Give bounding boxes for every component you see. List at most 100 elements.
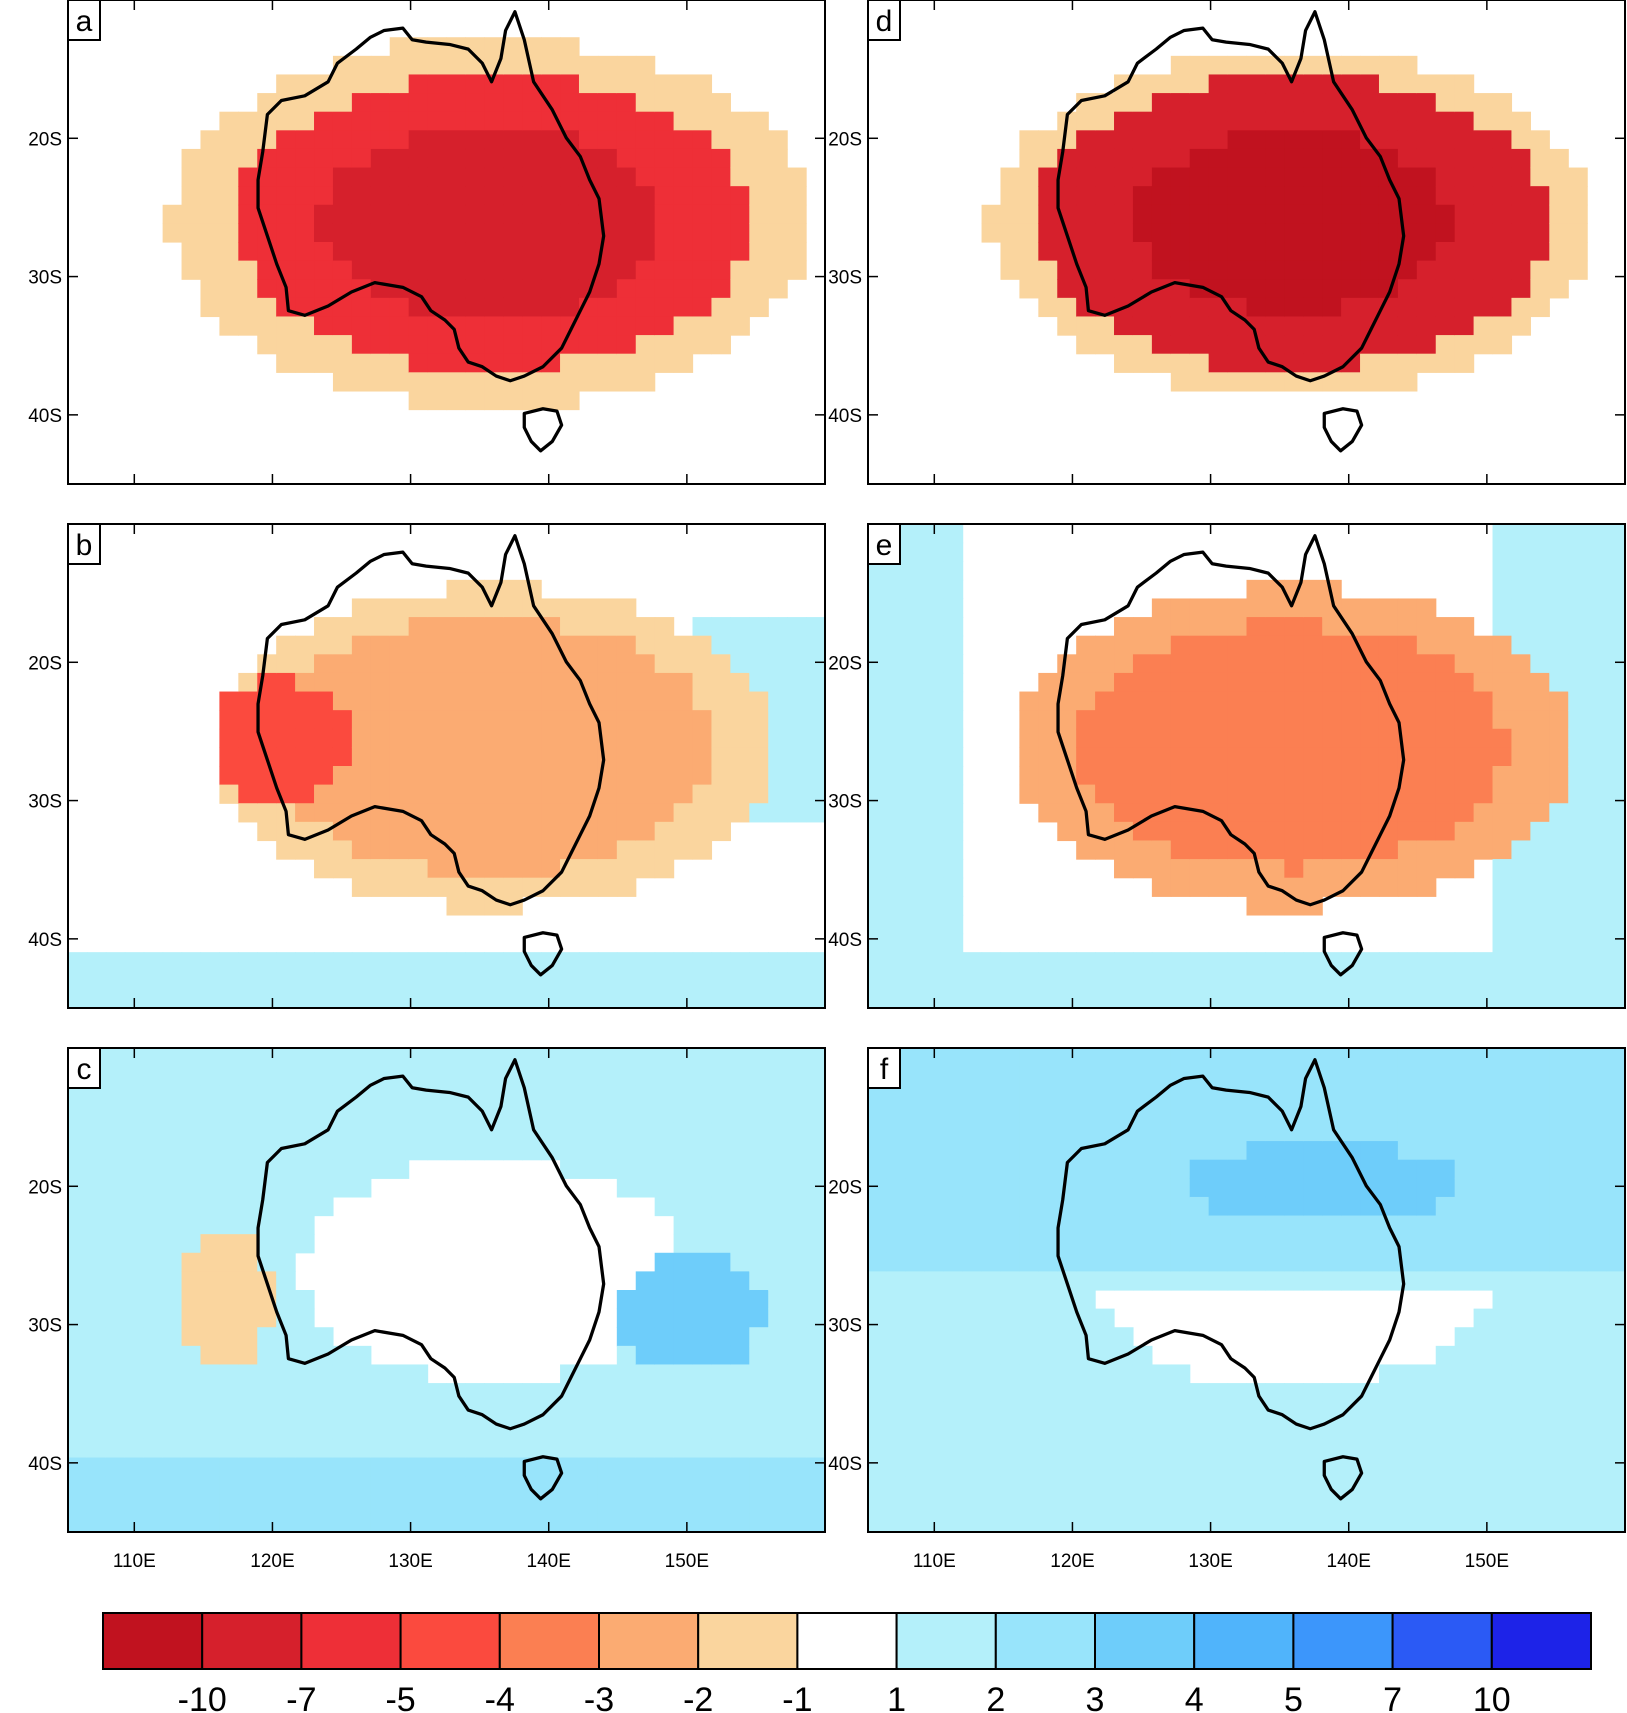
grid-cell: [1189, 1178, 1210, 1198]
grid-cell: [1303, 316, 1323, 336]
grid-cell: [943, 1383, 964, 1403]
grid-cell: [162, 1122, 183, 1142]
grid-cell: [541, 372, 561, 392]
grid-cell: [257, 1048, 277, 1068]
grid-cell: [905, 1438, 926, 1459]
grid-cell: [295, 1438, 315, 1459]
grid-cell: [522, 372, 542, 392]
grid-cell: [1189, 130, 1210, 150]
grid-cell: [295, 691, 315, 711]
grid-cell: [1076, 840, 1096, 860]
grid-cell: [905, 728, 926, 748]
grid-cell: [238, 1420, 258, 1440]
grid-cell: [295, 840, 315, 860]
grid-cell: [711, 242, 731, 262]
grid-cell: [1511, 561, 1531, 581]
grid-cell: [1227, 372, 1248, 392]
grid-cell: [1322, 821, 1342, 842]
grid-cell: [1360, 223, 1380, 243]
grid-cell: [654, 335, 675, 355]
grid-cell: [1435, 1345, 1456, 1366]
grid-cell: [1265, 710, 1285, 730]
grid-cell: [162, 952, 183, 972]
grid-cell: [1170, 1271, 1191, 1291]
grid-cell: [1246, 970, 1267, 990]
grid-cell: [597, 1494, 618, 1514]
grid-cell: [522, 654, 542, 674]
grid-cell: [943, 654, 964, 674]
grid-cell: [768, 260, 788, 280]
grid-cell: [1416, 148, 1437, 169]
grid-cell: [1057, 1476, 1077, 1496]
grid-cell: [1076, 728, 1096, 748]
grid-cell: [1511, 279, 1531, 299]
grid-cell: [768, 1290, 788, 1310]
grid-cell: [257, 1215, 277, 1235]
grid-cell: [1095, 1308, 1115, 1328]
grid-cell: [1397, 260, 1418, 280]
grid-cell: [314, 1513, 334, 1532]
grid-cell: [1019, 728, 1039, 748]
grid-cell: [1132, 1066, 1153, 1086]
grid-cell: [597, 148, 618, 169]
grid-cell: [1303, 989, 1323, 1008]
grid-cell: [427, 1457, 448, 1477]
grid-cell: [1492, 1234, 1513, 1254]
grid-cell: [1246, 1252, 1267, 1272]
grid-cell: [1606, 561, 1625, 581]
grid-cell: [1095, 130, 1115, 150]
grid-cell: [1151, 148, 1172, 169]
grid-cell: [1265, 1438, 1285, 1459]
grid-cell: [1019, 1513, 1039, 1532]
grid-cell: [1606, 1420, 1625, 1440]
grid-cell: [749, 1476, 769, 1496]
grid-cell: [465, 1476, 485, 1496]
grid-cell: [389, 55, 410, 76]
grid-cell: [1265, 1457, 1285, 1477]
grid-cell: [1454, 167, 1475, 187]
grid-cell: [1378, 55, 1399, 76]
grid-cell: [1360, 710, 1380, 730]
grid-cell: [711, 1215, 731, 1235]
grid-cell: [522, 970, 542, 990]
grid-cell: [1549, 1085, 1569, 1105]
grid-cell: [635, 1066, 656, 1086]
grid-cell: [1246, 148, 1267, 169]
grid-cell: [560, 223, 580, 243]
grid-cell: [1208, 635, 1229, 655]
lat-label: 30S: [28, 792, 62, 813]
grid-cell: [484, 1066, 504, 1086]
grid-cell: [332, 297, 353, 318]
grid-cell: [1132, 654, 1153, 674]
grid-cell: [1416, 710, 1437, 730]
grid-cell: [1587, 691, 1607, 711]
grid-cell: [886, 989, 907, 1008]
grid-cell: [806, 952, 825, 972]
grid-cell: [1114, 93, 1134, 113]
grid-cell: [943, 877, 964, 897]
grid-cell: [868, 859, 888, 879]
grid-cell: [314, 335, 334, 355]
grid-cell: [1284, 1494, 1304, 1514]
grid-cell: [1435, 223, 1456, 243]
grid-cell: [1189, 1122, 1210, 1142]
grid-cell: [1454, 989, 1475, 1008]
grid-cell: [1549, 1252, 1569, 1272]
grid-cell: [924, 1066, 945, 1086]
grid-cell: [238, 242, 258, 262]
grid-cell: [257, 654, 277, 674]
grid-cell: [787, 1066, 807, 1086]
grid-cell: [711, 1066, 731, 1086]
grid-cell: [749, 1327, 769, 1347]
grid-cell: [711, 635, 731, 655]
grid-cell: [1606, 1383, 1625, 1403]
grid-cell: [654, 952, 675, 972]
grid-cell: [905, 1476, 926, 1496]
grid-cell: [1265, 970, 1285, 990]
grid-cell: [1246, 372, 1267, 392]
grid-cell: [1492, 1364, 1513, 1384]
grid-cell: [143, 1085, 164, 1105]
grid-cell: [200, 148, 220, 169]
grid-cell: [616, 130, 637, 150]
grid-cell: [257, 1457, 277, 1477]
